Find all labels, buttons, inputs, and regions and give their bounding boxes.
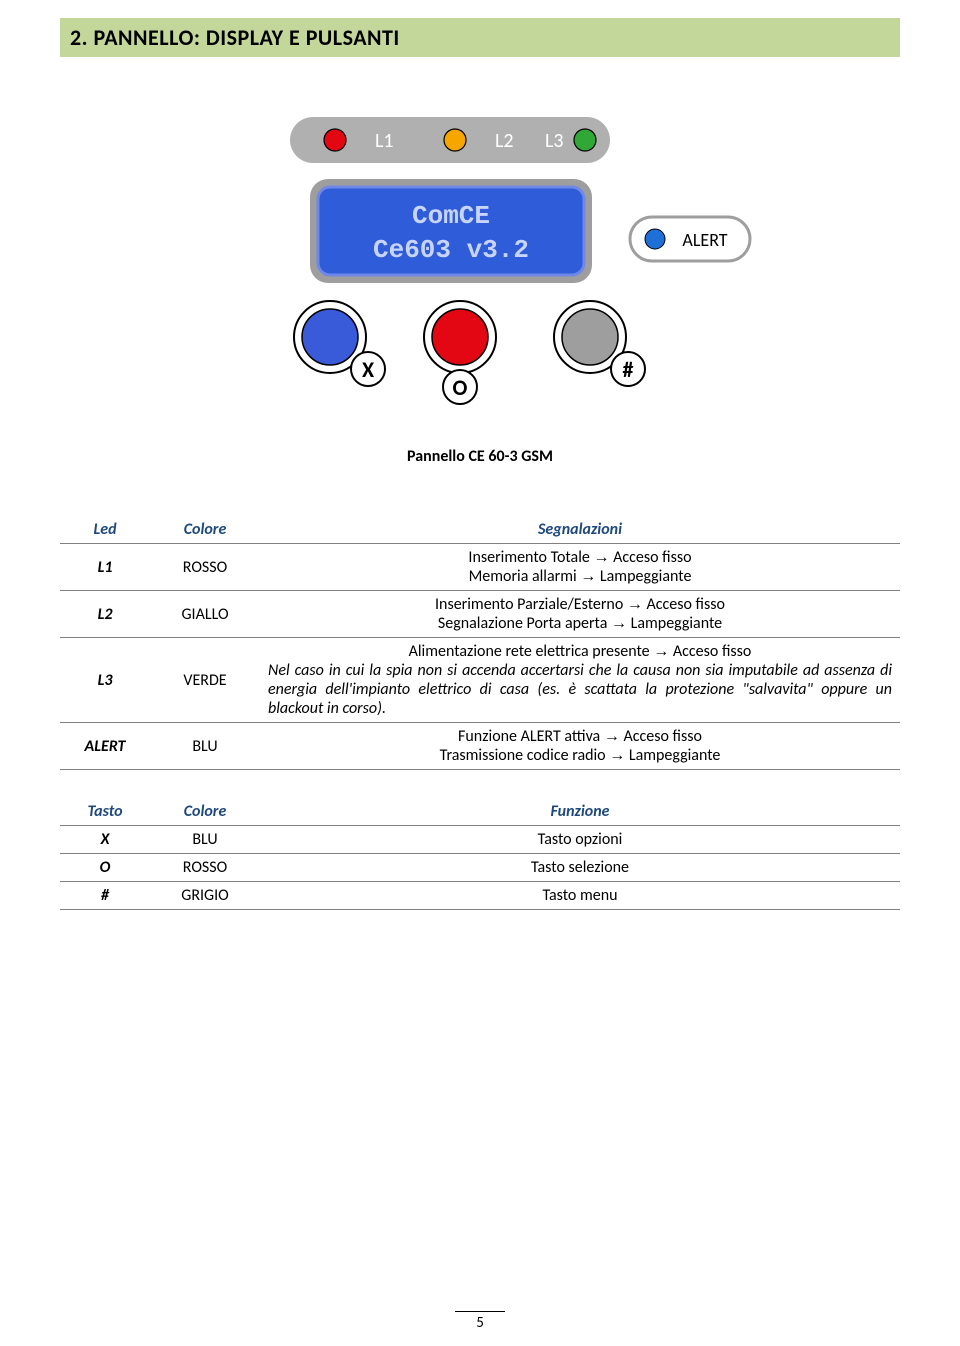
alert-label: ALERT [682, 229, 727, 251]
t2-h2: Colore [150, 798, 260, 826]
button-o-label: O [453, 374, 468, 401]
table-row: #GRIGIOTasto menu [60, 882, 900, 910]
t1-h3: Segnalazioni [260, 516, 900, 544]
t1-cell-desc: Inserimento Parziale/Esterno → Acceso fi… [260, 591, 900, 638]
led-l2 [444, 129, 466, 151]
t1-cell-led: L1 [60, 544, 150, 591]
t2-cell-color: GRIGIO [150, 882, 260, 910]
t1-cell-desc: Alimentazione rete elettrica presente → … [260, 638, 900, 723]
display-line2: Ce603 v3.2 [373, 235, 529, 265]
t2-cell-color: BLU [150, 826, 260, 854]
button-hash[interactable] [562, 309, 618, 365]
t2-cell-key: X [60, 826, 150, 854]
t2-cell-func: Tasto menu [260, 882, 900, 910]
section-heading: 2. PANNELLO: DISPLAY E PULSANTI [60, 18, 900, 57]
t1-cell-desc: Inserimento Totale → Acceso fissoMemoria… [260, 544, 900, 591]
button-hash-label: # [623, 356, 634, 383]
table-row: OROSSOTasto selezione [60, 854, 900, 882]
page-number: 5 [455, 1311, 505, 1332]
t1-cell-color: VERDE [150, 638, 260, 723]
button-x[interactable] [302, 309, 358, 365]
panel-diagram: L1 L2 L3 ComCE Ce603 v3.2 ALERT X [60, 107, 900, 516]
t2-cell-key: # [60, 882, 150, 910]
table-row: ALERTBLUFunzione ALERT attiva → Acceso f… [60, 723, 900, 770]
table-buttons: Tasto Colore Funzione XBLUTasto opzioniO… [60, 798, 900, 910]
t1-cell-led: L3 [60, 638, 150, 723]
panel-caption: Pannello CE 60-3 GSM [407, 447, 553, 466]
t2-cell-color: ROSSO [150, 854, 260, 882]
t1-cell-led: ALERT [60, 723, 150, 770]
t2-h1: Tasto [60, 798, 150, 826]
t1-h1: Led [60, 516, 150, 544]
t2-cell-func: Tasto selezione [260, 854, 900, 882]
alert-led [645, 229, 665, 249]
table-row: L3VERDEAlimentazione rete elettrica pres… [60, 638, 900, 723]
t2-cell-key: O [60, 854, 150, 882]
t1-cell-color: GIALLO [150, 591, 260, 638]
t2-h3: Funzione [260, 798, 900, 826]
led-l1 [324, 129, 346, 151]
table-row: L1ROSSOInserimento Totale → Acceso fisso… [60, 544, 900, 591]
panel-svg: L1 L2 L3 ComCE Ce603 v3.2 ALERT X [200, 107, 760, 417]
table-row: XBLUTasto opzioni [60, 826, 900, 854]
button-x-label: X [362, 356, 375, 383]
led-l3-label: L3 [545, 129, 564, 153]
table-row: L2GIALLOInserimento Parziale/Esterno → A… [60, 591, 900, 638]
display-line1: ComCE [412, 201, 490, 231]
t1-cell-color: ROSSO [150, 544, 260, 591]
led-l2-label: L2 [495, 129, 514, 153]
t1-cell-led: L2 [60, 591, 150, 638]
button-o[interactable] [432, 309, 488, 365]
t1-cell-desc: Funzione ALERT attiva → Acceso fissoTras… [260, 723, 900, 770]
led-l1-label: L1 [375, 129, 394, 153]
table-leds: Led Colore Segnalazioni L1ROSSOInserimen… [60, 516, 900, 770]
t1-cell-color: BLU [150, 723, 260, 770]
t2-cell-func: Tasto opzioni [260, 826, 900, 854]
t1-h2: Colore [150, 516, 260, 544]
led-l3 [574, 129, 596, 151]
